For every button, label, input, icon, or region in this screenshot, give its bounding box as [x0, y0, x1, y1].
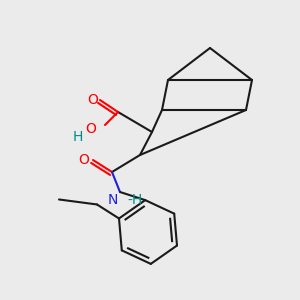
Text: O: O [88, 93, 98, 107]
Text: H: H [73, 130, 83, 144]
Text: -H: -H [128, 193, 142, 207]
Text: O: O [79, 153, 89, 167]
Text: N: N [108, 193, 118, 207]
Text: O: O [85, 122, 96, 136]
